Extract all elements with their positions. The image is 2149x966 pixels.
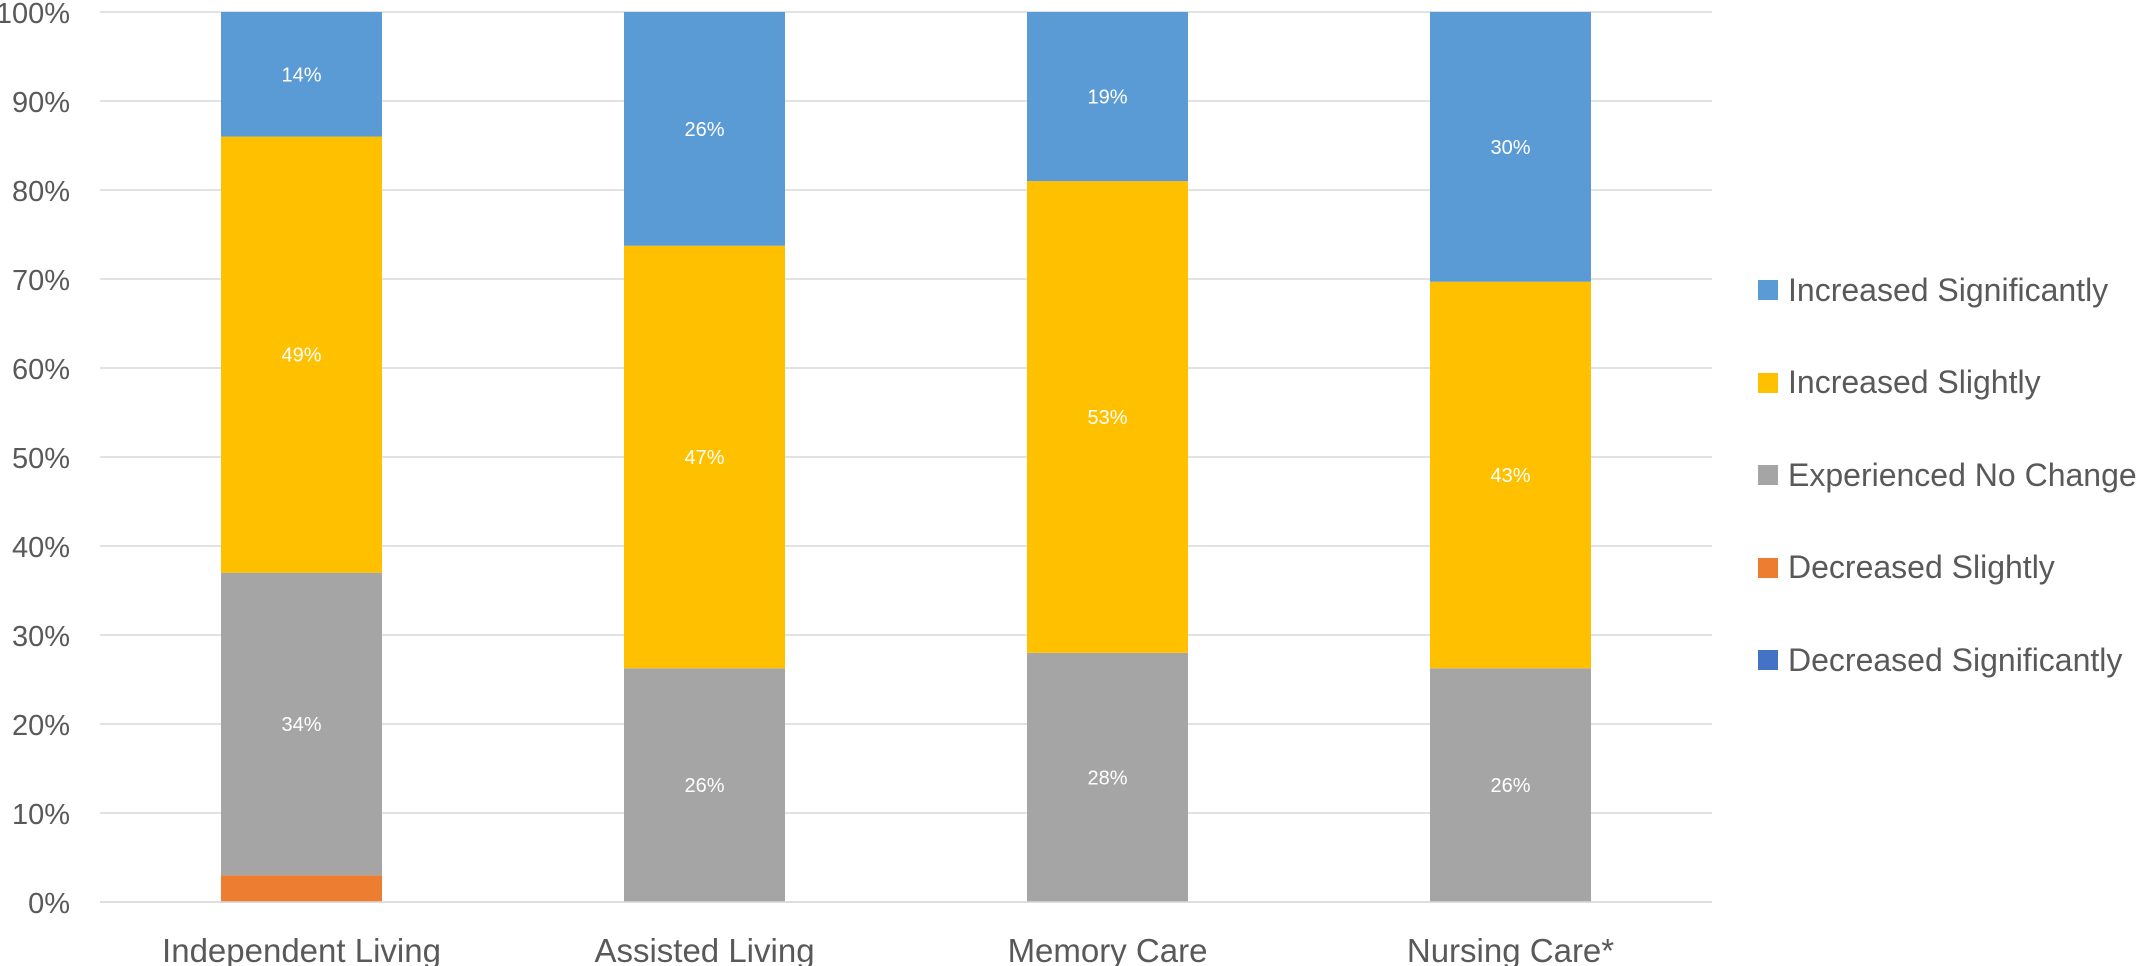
y-tick-label: 80% [12,176,70,208]
bar-segment [1430,12,1591,282]
y-tick-label: 90% [12,87,70,119]
y-tick-label: 40% [12,532,70,564]
data-label: 28% [1087,767,1127,789]
data-label: 26% [684,775,724,797]
bar-segment [1027,12,1188,182]
data-label: 49% [281,345,321,367]
data-label: 26% [684,119,724,141]
y-tick-label: 20% [12,710,70,742]
legend-label: Decreased Slightly [1788,549,2055,585]
legend-swatch [1758,650,1778,670]
legend-item: Decreased Significantly [1758,638,2149,682]
y-tick-label: 70% [12,265,70,297]
y-tick-label: 0% [28,888,70,920]
legend-label: Increased Slightly [1788,364,2041,400]
bar-segment [1430,668,1591,902]
x-tick-label: Nursing Care* [1407,932,1614,966]
data-label: 14% [281,64,321,86]
x-tick-label: Assisted Living [594,932,814,966]
y-tick-label: 60% [12,354,70,386]
legend-label: Increased Significantly [1788,271,2109,308]
data-label: 34% [281,714,321,736]
legend-item: Experienced No Change [1758,453,2149,497]
bar-segment [221,136,382,573]
bar-segment [221,875,382,902]
data-label: 19% [1087,87,1127,109]
bar-segment [624,12,785,246]
legend-swatch [1758,465,1778,485]
x-tick-label: Independent Living [162,932,441,966]
y-tick-label: 50% [12,443,70,475]
legend-swatch [1758,280,1778,300]
y-tick-label: 30% [12,621,70,653]
y-tick-label: 100% [0,0,70,30]
data-label: 43% [1490,465,1530,487]
legend-label: Decreased Significantly [1788,641,2123,678]
data-label: 53% [1087,407,1127,429]
legend-swatch [1758,372,1778,393]
bar-segment [624,245,785,669]
bar-segment [1027,652,1188,902]
bar-segment [221,572,382,876]
bar-segment [1430,281,1591,669]
data-label: 47% [684,447,724,469]
bar-segment [1027,181,1188,653]
legend: Increased Significantly Increased Slightl… [1758,268,2149,731]
legend-label: Experienced No Change [1788,456,2137,493]
x-tick-label: Memory Care [1008,932,1208,966]
legend-item: Decreased Slightly [1758,546,2149,590]
data-label: 26% [1490,775,1530,797]
legend-item: Increased Significantly [1758,268,2149,312]
data-label: 30% [1490,137,1530,159]
y-tick-label: 10% [12,799,70,831]
bar-segment [624,668,785,902]
bar-segment [221,12,382,137]
legend-swatch [1758,557,1778,578]
legend-item: Increased Slightly [1758,361,2149,405]
